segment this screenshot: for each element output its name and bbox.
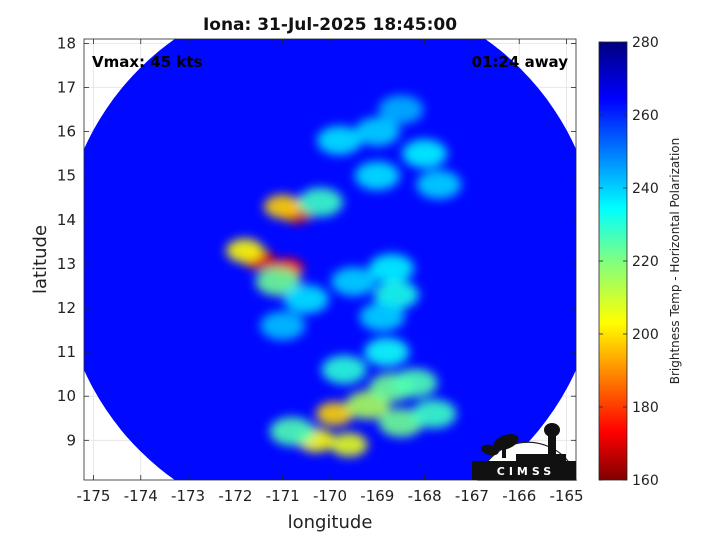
x-tick-label: -165 <box>550 487 584 505</box>
time-away-annotation: 01:24 away <box>472 53 569 71</box>
swath-feature <box>373 280 419 310</box>
x-tick-label: -172 <box>218 487 252 505</box>
logo-tower-tank-icon <box>544 423 560 437</box>
swath-feature <box>260 311 306 341</box>
swath-feature <box>359 302 405 332</box>
x-axis-label: longitude <box>288 512 373 533</box>
y-tick-label: 17 <box>57 79 76 97</box>
colorbar: 160 180 200 220 240 260 280 Brightness Temp - … <box>598 35 682 489</box>
colorbar-tick-label: 220 <box>632 254 659 270</box>
y-tick-label: 15 <box>57 167 76 185</box>
swath-feature <box>255 267 301 296</box>
logo-dish-small-icon <box>481 444 499 456</box>
y-axis-label: latitude <box>30 225 51 294</box>
swath-features <box>226 95 462 457</box>
swath-feature <box>354 161 400 191</box>
swath-feature <box>315 401 354 426</box>
swath-feature <box>269 417 315 446</box>
y-axis-ticks: 9 10 11 12 13 14 15 16 17 18 <box>57 34 576 449</box>
y-tick-label: 9 <box>66 431 76 449</box>
colorbar-tick-label: 180 <box>632 400 659 416</box>
x-tick-label: -166 <box>502 487 536 505</box>
swath-feature <box>316 126 362 155</box>
plot-area: -175 -174 -173 -172 -171 -170 -169 -168 -167 -166… <box>57 34 584 505</box>
x-tick-label: -167 <box>455 487 489 505</box>
x-axis-ticks: -175 -174 -173 -172 -171 -170 -169 -168 -167 -166… <box>76 39 584 505</box>
x-tick-label: -171 <box>266 487 300 505</box>
swath-feature <box>298 187 344 217</box>
x-tick-label: -169 <box>360 487 394 505</box>
logo-silhouette <box>481 423 566 462</box>
swath-feature <box>364 337 410 367</box>
colorbar-tick-label: 260 <box>632 108 659 124</box>
y-tick-label: 14 <box>57 211 76 229</box>
x-tick-label: -168 <box>408 487 442 505</box>
colorbar-tick-label: 240 <box>632 181 659 197</box>
swath-feature <box>354 117 400 147</box>
swath-feature <box>416 170 462 199</box>
swath-feature <box>392 368 438 398</box>
colorbar-tick-label: 160 <box>632 473 659 489</box>
colorbar-label: Brightness Temp - Horizontal Polarizatio… <box>668 138 682 385</box>
swath-feature <box>369 253 414 283</box>
x-tick-label: -170 <box>313 487 347 505</box>
satellite-swath <box>84 39 576 480</box>
swath-feature <box>378 95 424 124</box>
swath-feature <box>263 194 302 219</box>
logo-tower-icon <box>548 436 556 460</box>
logo-dish-stand <box>502 446 506 458</box>
x-tick-label: -173 <box>171 487 205 505</box>
cimss-logo: CIMSS <box>472 423 577 481</box>
swath-feature <box>321 355 367 385</box>
vmax-annotation: Vmax: 45 kts <box>92 53 202 71</box>
logo-building-icon <box>516 454 566 462</box>
colorbar-ticks: 160 180 200 220 240 260 280 <box>599 35 659 489</box>
swath-feature <box>226 238 264 263</box>
colorbar-tick-label: 280 <box>632 35 659 51</box>
x-tick-label: -175 <box>76 487 110 505</box>
x-tick-label: -174 <box>124 487 158 505</box>
swath-feature <box>283 284 329 314</box>
swath-feature <box>330 432 368 457</box>
y-tick-label: 13 <box>57 255 76 273</box>
logo-text: CIMSS <box>497 465 555 478</box>
swath-feature <box>411 399 457 429</box>
colorbar-gradient <box>598 41 628 481</box>
swath-feature <box>402 139 448 169</box>
y-tick-label: 16 <box>57 123 76 141</box>
swath-feature <box>331 267 377 296</box>
y-tick-label: 10 <box>57 387 76 405</box>
chart-title: Iona: 31-Jul-2025 18:45:00 <box>203 15 457 35</box>
y-tick-label: 11 <box>57 343 76 361</box>
y-tick-label: 12 <box>57 299 76 317</box>
colorbar-tick-label: 200 <box>632 327 659 343</box>
y-tick-label: 18 <box>57 34 76 52</box>
logo-bar <box>472 461 576 480</box>
logo-dish-icon <box>493 434 519 450</box>
